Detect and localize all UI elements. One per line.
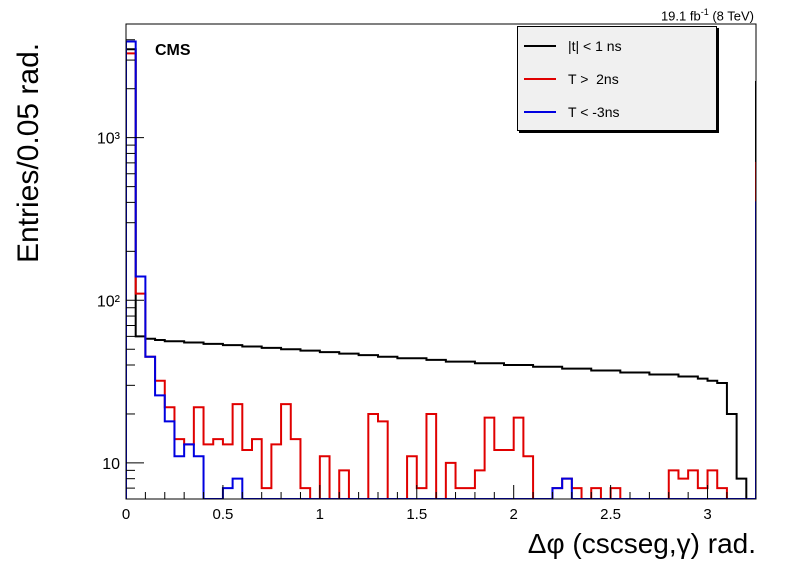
y-tick-label: 10: [102, 456, 120, 473]
legend-item: T < -3ns: [524, 102, 620, 122]
legend-swatch: [524, 111, 556, 113]
x-tick-label: 3: [703, 506, 711, 523]
y-tick-label: 10²: [97, 293, 121, 310]
experiment-label: CMS: [155, 42, 191, 59]
legend-swatch: [524, 78, 556, 80]
series-line-1: [126, 52, 756, 499]
x-tick-label: 1.5: [406, 506, 427, 523]
x-tick-label: 1: [316, 506, 324, 523]
legend-label: T < -3ns: [568, 104, 620, 120]
x-axis-title: Δφ (cscseg,γ) rad.: [527, 528, 756, 559]
x-tick-label: 0: [122, 506, 130, 523]
y-tick-label: 10³: [97, 131, 121, 148]
y-axis-title: Entries/0.05 rad.: [12, 42, 45, 263]
series-line-2: [126, 40, 756, 499]
luminosity-label: 19.1 fb-1 (8 TeV): [660, 7, 754, 24]
x-tick-label: 2: [510, 506, 518, 523]
legend: |t| < 1 ns T > 2ns T < -3ns: [517, 26, 717, 131]
legend-item: T > 2ns: [524, 69, 619, 89]
legend-label: T > 2ns: [568, 71, 619, 87]
legend-swatch: [524, 45, 556, 47]
x-tick-label: 2.5: [600, 506, 621, 523]
legend-label: |t| < 1 ns: [568, 38, 622, 54]
x-tick-label: 0.5: [212, 506, 233, 523]
legend-item: |t| < 1 ns: [524, 36, 622, 56]
series-line-0: [126, 48, 756, 499]
plot-frame: [125, 23, 757, 500]
